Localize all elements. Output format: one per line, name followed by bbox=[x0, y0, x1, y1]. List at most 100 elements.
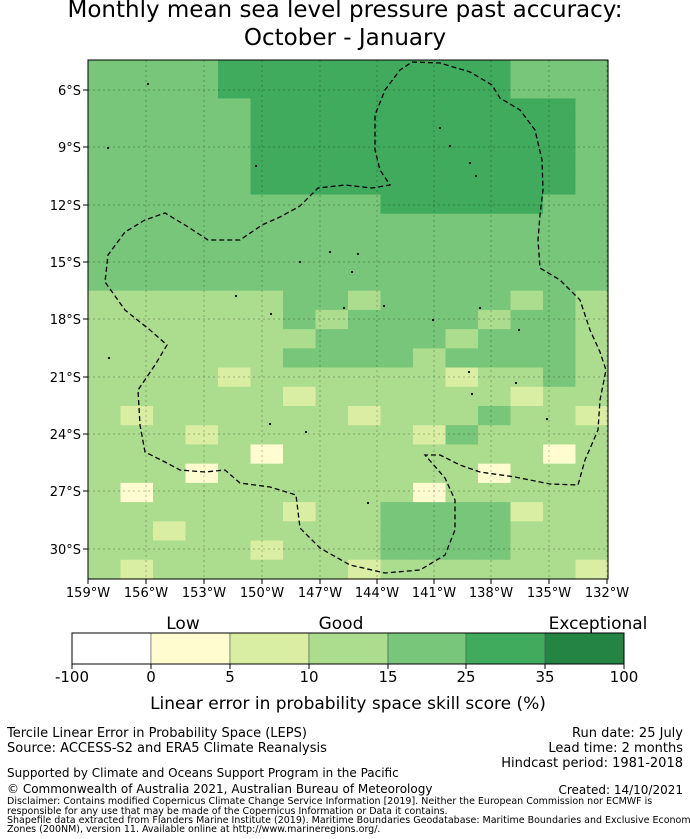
map-cell bbox=[153, 60, 187, 80]
map-cell bbox=[185, 136, 219, 157]
map-cell bbox=[510, 98, 544, 119]
lon-label: 132°W bbox=[585, 586, 629, 601]
map-cell bbox=[283, 213, 317, 234]
map-cell bbox=[283, 425, 317, 446]
map-cell bbox=[185, 444, 219, 465]
map-cell bbox=[348, 79, 382, 100]
map-cell bbox=[478, 98, 512, 119]
map-cell bbox=[250, 386, 284, 407]
map-cell bbox=[315, 425, 349, 446]
map-cell bbox=[478, 406, 512, 426]
map-cell bbox=[250, 521, 284, 542]
map-cell bbox=[120, 502, 154, 522]
island-icon bbox=[304, 430, 308, 434]
map-cell bbox=[185, 367, 219, 388]
map-cell bbox=[445, 309, 479, 330]
map-cell bbox=[445, 444, 479, 465]
map-cell bbox=[185, 156, 219, 176]
island-icon bbox=[474, 174, 478, 178]
map-cell bbox=[445, 194, 479, 215]
map-cell bbox=[218, 463, 252, 484]
map-cell bbox=[478, 194, 512, 215]
map-cell bbox=[478, 444, 512, 465]
map-cell bbox=[380, 98, 414, 119]
map-cell bbox=[218, 309, 252, 330]
map-cell bbox=[185, 386, 219, 407]
map-cell bbox=[218, 367, 252, 388]
map-cell bbox=[445, 540, 479, 561]
map-cell bbox=[185, 271, 219, 292]
map-cell bbox=[380, 386, 414, 407]
map-cell bbox=[575, 559, 609, 580]
map-cell bbox=[315, 386, 349, 407]
lat-label: 18°S bbox=[50, 313, 81, 328]
map-cell bbox=[120, 463, 154, 484]
island-icon bbox=[268, 422, 272, 426]
island-icon bbox=[146, 82, 150, 86]
map-cell bbox=[88, 444, 122, 465]
map-cell bbox=[445, 348, 479, 369]
map-cell bbox=[88, 175, 122, 196]
map-cell bbox=[510, 406, 544, 426]
map-cell bbox=[510, 271, 544, 292]
colorbar-tick-label: 35 bbox=[535, 668, 554, 686]
map-cell bbox=[315, 502, 349, 522]
map-cell bbox=[185, 482, 219, 503]
map-cell bbox=[250, 348, 284, 369]
colorbar-box bbox=[465, 632, 546, 665]
map-cell bbox=[510, 502, 544, 522]
island-icon bbox=[254, 164, 258, 168]
map-cell bbox=[413, 444, 447, 465]
map-cell bbox=[445, 213, 479, 234]
map-cell bbox=[185, 213, 219, 234]
map-cell bbox=[88, 386, 122, 407]
map-cell bbox=[185, 540, 219, 561]
island-icon bbox=[478, 306, 482, 310]
map-cell bbox=[543, 367, 577, 388]
map-cell bbox=[445, 252, 479, 273]
map-cell bbox=[185, 98, 219, 119]
map-cell bbox=[153, 521, 187, 542]
map-cell bbox=[315, 117, 349, 138]
map-cell bbox=[153, 329, 187, 349]
map-cell bbox=[575, 502, 609, 522]
island-icon bbox=[514, 381, 518, 385]
map-cell bbox=[445, 425, 479, 446]
map-cell bbox=[348, 175, 382, 196]
map-cell bbox=[348, 98, 382, 119]
map-cell bbox=[185, 309, 219, 330]
island-icon bbox=[328, 250, 332, 254]
map-cell bbox=[348, 425, 382, 446]
map-cell bbox=[380, 194, 414, 215]
map-cell bbox=[380, 117, 414, 138]
map-cell bbox=[153, 271, 187, 292]
map-cell bbox=[478, 329, 512, 349]
island-icon bbox=[350, 270, 354, 274]
map-cell bbox=[543, 502, 577, 522]
map-cell bbox=[413, 175, 447, 196]
map-cell bbox=[250, 309, 284, 330]
map-cell bbox=[88, 156, 122, 176]
map-cell bbox=[185, 252, 219, 273]
map-cell bbox=[478, 502, 512, 522]
map-cell bbox=[153, 175, 187, 196]
map-cell bbox=[315, 233, 349, 253]
colorbar-frame bbox=[71, 632, 625, 665]
map-cell bbox=[153, 463, 187, 484]
map-cell bbox=[510, 290, 544, 311]
map-cell bbox=[88, 79, 122, 100]
map-cell bbox=[120, 175, 154, 196]
map-cell bbox=[380, 329, 414, 349]
support-statement: Supported by Climate and Oceans Support … bbox=[7, 766, 399, 780]
map-cell bbox=[153, 386, 187, 407]
map-cell bbox=[413, 213, 447, 234]
map-cell bbox=[283, 233, 317, 253]
map-cell bbox=[478, 233, 512, 253]
map-cell bbox=[315, 367, 349, 388]
map-cell bbox=[218, 156, 252, 176]
map-cell bbox=[88, 233, 122, 253]
lon-label: 150°W bbox=[240, 586, 284, 601]
colorbar-tick-label: 25 bbox=[456, 668, 475, 686]
lead-time: Lead time: 2 months bbox=[548, 741, 683, 756]
map-cell bbox=[88, 502, 122, 522]
